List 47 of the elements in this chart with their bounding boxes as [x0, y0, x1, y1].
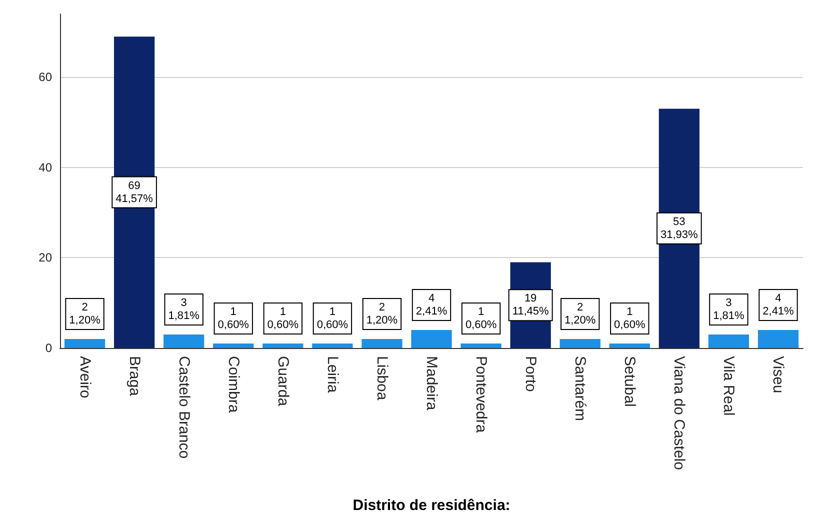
x-tick-label: Lisboa	[373, 356, 390, 401]
x-tick-label: Santarém	[572, 356, 589, 422]
data-label: 2 1,20%	[366, 301, 398, 326]
x-axis-title: Distrito de residência:	[352, 497, 510, 514]
x-tick-label: Porto	[522, 356, 540, 392]
x-tick-label: Setubal	[621, 356, 638, 407]
bar	[213, 343, 254, 348]
y-tick-label: 20	[38, 250, 52, 265]
data-label: 1 0,60%	[267, 306, 299, 331]
data-label: 1 0,60%	[316, 306, 348, 331]
bar	[312, 343, 353, 348]
x-tick-label: Castelo Branco	[175, 356, 192, 459]
bar	[362, 338, 402, 348]
bar	[560, 338, 600, 348]
x-tick-label: Aveiro	[76, 356, 94, 398]
x-tick-label: Guarda	[274, 356, 292, 407]
bar	[609, 343, 650, 348]
x-tick-label: Braga	[126, 356, 143, 397]
data-label: 1 0,60%	[465, 306, 497, 331]
y-tick-label: 0	[45, 341, 52, 355]
bar	[411, 330, 452, 348]
data-label: 4 2,41%	[762, 292, 794, 318]
data-label: 3 1,81%	[713, 296, 745, 322]
x-tick-label: Vila Real	[720, 356, 738, 416]
bar	[262, 343, 304, 348]
y-tick-label: 60	[38, 70, 52, 84]
x-tick-label: Coimbra	[224, 356, 242, 414]
bar	[758, 330, 799, 348]
x-tick-label: Pontevedra	[472, 356, 490, 434]
x-tick-label: Viseu	[770, 356, 787, 394]
x-tick-label: Viana do Castelo	[670, 356, 688, 470]
x-tick-label: Leiria	[324, 356, 341, 394]
bar	[164, 334, 204, 348]
y-tick-label: 40	[38, 160, 52, 174]
x-tick-label: Madeira	[423, 356, 440, 411]
data-label: 2 1,20%	[69, 301, 101, 326]
bar	[64, 338, 106, 348]
data-label: 69 41,57%	[116, 180, 154, 205]
data-label: 53 31,93%	[660, 216, 698, 241]
data-label: 1 0,60%	[218, 306, 250, 331]
data-label: 1 0,60%	[614, 306, 646, 331]
data-label: 19 11,45%	[512, 292, 550, 318]
bar	[460, 343, 502, 348]
data-label: 4 2,41%	[416, 292, 448, 318]
data-label: 3 1,81%	[168, 296, 200, 322]
bar	[708, 334, 750, 348]
data-label: 2 1,20%	[564, 301, 596, 326]
